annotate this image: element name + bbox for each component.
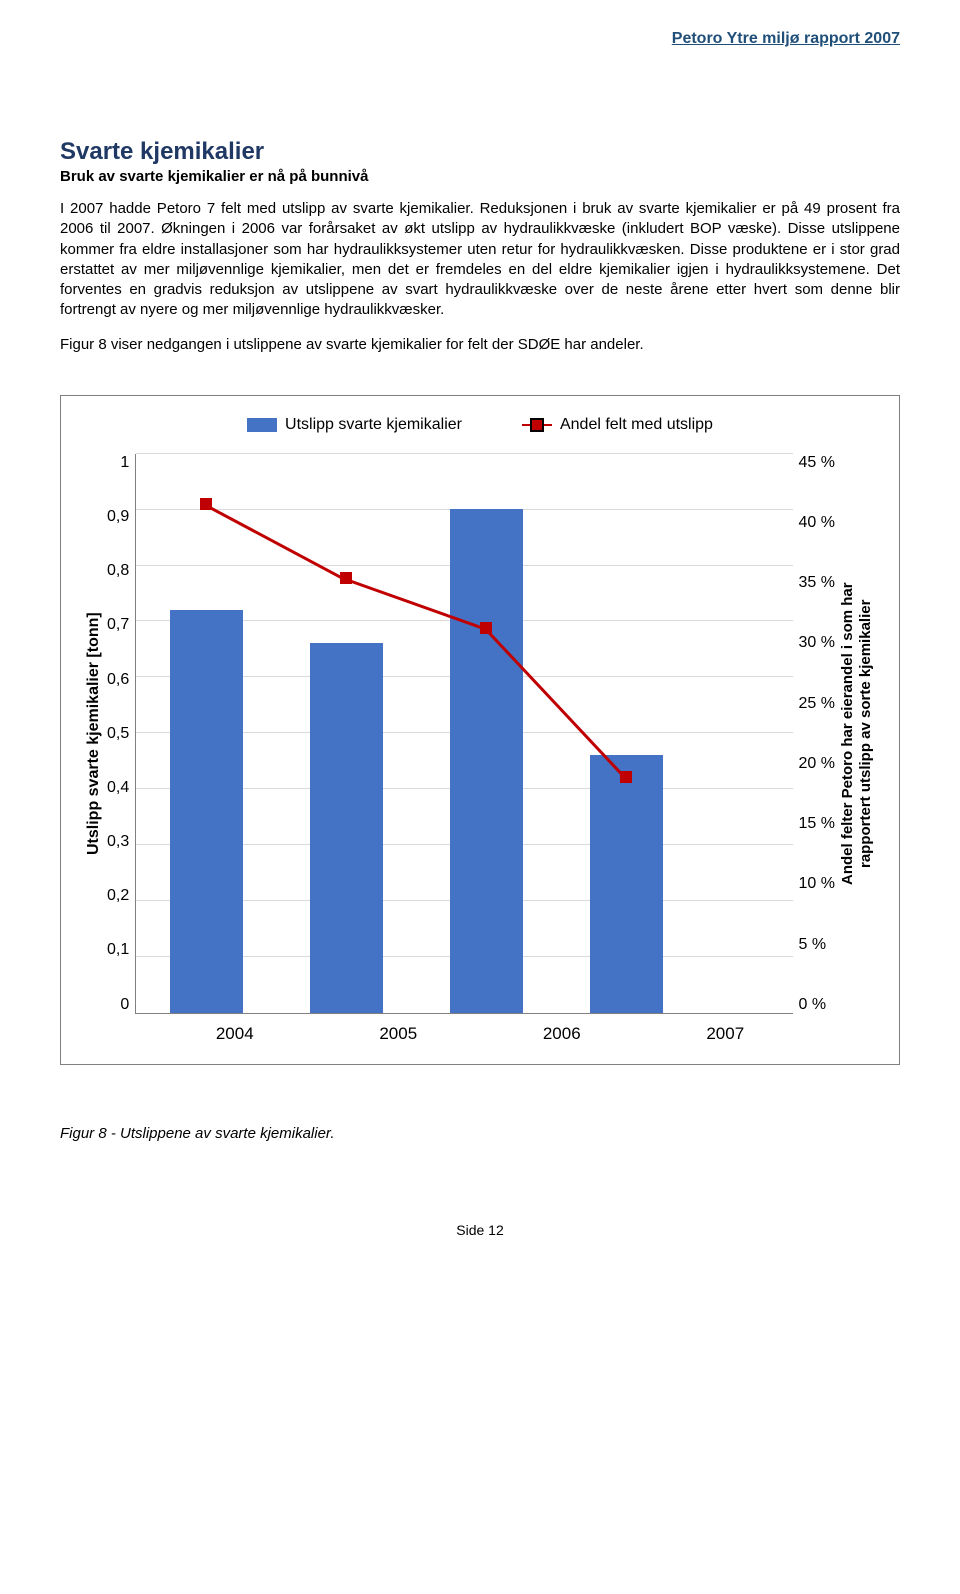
chart-area: Utslipp svarte kjemikalier [tonn] 1 0,9 0,… [81,454,879,1014]
bar-2005 [310,643,383,1013]
marker-2005 [340,572,352,584]
y-right-tick: 5 % [799,936,827,954]
y-right-tick: 45 % [799,454,835,472]
paragraph-1: I 2007 hadde Petoro 7 felt med utslipp a… [60,199,900,321]
y-left-tick: 0,6 [107,671,129,689]
section-subheading: Bruk av svarte kjemikalier er nå på bunn… [60,168,900,185]
legend-swatch-bar [247,418,277,432]
legend-label-bar: Utslipp svarte kjemikalier [285,416,462,434]
x-tick-2007: 2007 [644,1024,808,1044]
paragraph-2: Figur 8 viser nedgangen i utslippene av … [60,335,900,355]
y-left-tick: 0,3 [107,833,129,851]
page-footer: Side 12 [60,1222,900,1238]
legend-swatch-line [522,424,552,427]
y-axis-left-title: Utslipp svarte kjemikalier [tonn] [81,454,107,1014]
gridline [136,453,792,454]
line-segment [206,504,347,581]
bar-2004 [170,610,243,1013]
x-tick-2006: 2006 [480,1024,644,1044]
y-right-tick: 40 % [799,514,835,532]
figure-caption: Figur 8 - Utslippene av svarte kjemikali… [60,1125,900,1142]
document-header: Petoro Ytre miljø rapport 2007 [60,30,900,48]
section-title: Svarte kjemikalier [60,138,900,166]
y-left-tick: 0 [120,996,129,1014]
y-left-tick: 0,1 [107,941,129,959]
y-left-tick: 0,4 [107,779,129,797]
y-axis-left: 1 0,9 0,8 0,7 0,6 0,5 0,4 0,3 0,2 0,1 0 [107,454,135,1014]
chart-plot [135,454,792,1014]
marker-2006 [480,622,492,634]
y-left-tick: 1 [120,454,129,472]
legend-item-bar: Utslipp svarte kjemikalier [247,416,462,434]
y-right-tick: 25 % [799,695,835,713]
y-right-tick: 30 % [799,634,835,652]
y-right-tick: 0 % [799,996,827,1014]
x-axis: 2004200520062007 [81,1024,879,1044]
y-left-tick: 0,9 [107,508,129,526]
y-left-tick: 0,2 [107,887,129,905]
y-axis-right: 45 % 40 % 35 % 30 % 25 % 20 % 15 % 10 % 5 % 0 % [793,454,835,1014]
y-left-tick: 0,5 [107,725,129,743]
y-axis-right-title: Andel felter Petoro har eierandel i som … [835,454,879,1014]
y-right-tick: 20 % [799,755,835,773]
legend-label-line: Andel felt med utslipp [560,416,713,434]
legend-item-line: Andel felt med utslipp [522,416,713,434]
x-tick-2005: 2005 [317,1024,481,1044]
y-right-tick: 15 % [799,815,835,833]
y-right-tick: 35 % [799,574,835,592]
bar-2007 [590,755,663,1013]
bar-2006 [450,509,523,1013]
y-left-tick: 0,7 [107,616,129,634]
chart-legend: Utslipp svarte kjemikalier Andel felt me… [81,416,879,434]
marker-2007 [620,771,632,783]
y-right-tick: 10 % [799,875,835,893]
marker-2004 [200,498,212,510]
x-tick-2004: 2004 [153,1024,317,1044]
figure-8-chart: Utslipp svarte kjemikalier Andel felt me… [60,395,900,1065]
y-left-tick: 0,8 [107,562,129,580]
